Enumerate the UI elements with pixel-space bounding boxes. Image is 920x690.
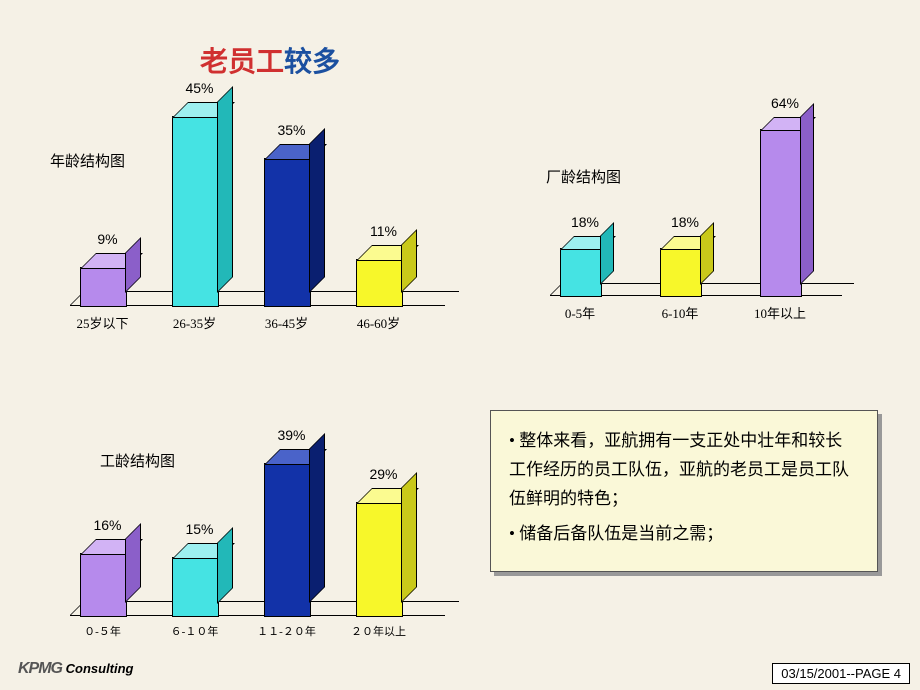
slide-title: 老员工较多 <box>200 40 340 80</box>
bar-category-label: 6-10年 <box>640 303 720 322</box>
chart2-title: 厂龄结构图 <box>546 166 621 187</box>
bar <box>660 248 702 297</box>
bar-value-label: 64% <box>755 95 815 111</box>
title-red: 老员工 <box>200 46 284 77</box>
logo-kpmg: KPMG <box>18 660 62 677</box>
kpmg-logo: KPMG Consulting <box>18 660 134 678</box>
bar <box>356 502 403 617</box>
title-blue: 较多 <box>284 46 340 77</box>
bar <box>172 557 219 618</box>
bar-value-label: 39% <box>259 427 324 443</box>
bar <box>80 553 127 617</box>
seniority-chart: 16% ０-５年 15% ６-１０年 39% １１-２０年 29% ２０年以上 <box>60 400 460 655</box>
bar-category-label: 36-45岁 <box>244 313 329 332</box>
bar-value-label: 45% <box>167 80 232 96</box>
chart3-title: 工龄结构图 <box>100 450 175 471</box>
age-structure-chart: 9%25岁以下45%26-35岁35%36-45岁11%46-60岁 <box>60 100 460 345</box>
bar-value-label: 18% <box>555 214 615 230</box>
bar-category-label: 46-60岁 <box>336 313 421 332</box>
factory-age-chart: 18%0-5年18%6-10年64%10年以上 <box>540 120 870 335</box>
logo-consulting: Consulting <box>66 661 134 676</box>
bar-category-label: ２０年以上 <box>336 623 421 639</box>
bar <box>760 129 802 297</box>
bar <box>80 267 127 307</box>
bar-category-label: 10年以上 <box>740 303 820 322</box>
bar-value-label: 11% <box>351 223 416 239</box>
page-footer: 03/15/2001--PAGE 4 <box>772 663 910 684</box>
bar <box>264 463 311 617</box>
bar-value-label: 35% <box>259 122 324 138</box>
bar <box>264 158 311 307</box>
bar-category-label: 0-5年 <box>540 303 620 322</box>
summary-note: • 整体来看，亚航拥有一支正处中壮年和较长工作经历的员工队伍，亚航的老员工是员工… <box>490 410 878 572</box>
bar-value-label: 9% <box>75 231 140 247</box>
bar <box>560 248 602 297</box>
note-bullet: • 储备后备队伍是当前之需； <box>509 520 859 549</box>
bar-category-label: ６-１０年 <box>152 623 237 639</box>
bar-category-label: １１-２０年 <box>244 623 329 639</box>
bar-value-label: 16% <box>75 517 140 533</box>
chart1-title: 年龄结构图 <box>50 150 125 171</box>
bar <box>356 259 403 307</box>
bar-value-label: 15% <box>167 521 232 537</box>
bar-category-label: 26-35岁 <box>152 313 237 332</box>
bar-category-label: 25岁以下 <box>60 313 145 332</box>
note-bullet: • 整体来看，亚航拥有一支正处中壮年和较长工作经历的员工队伍，亚航的老员工是员工… <box>509 427 859 514</box>
bar-value-label: 29% <box>351 466 416 482</box>
bar-category-label: ０-５年 <box>60 623 145 639</box>
bar <box>172 116 219 307</box>
bar-value-label: 18% <box>655 214 715 230</box>
